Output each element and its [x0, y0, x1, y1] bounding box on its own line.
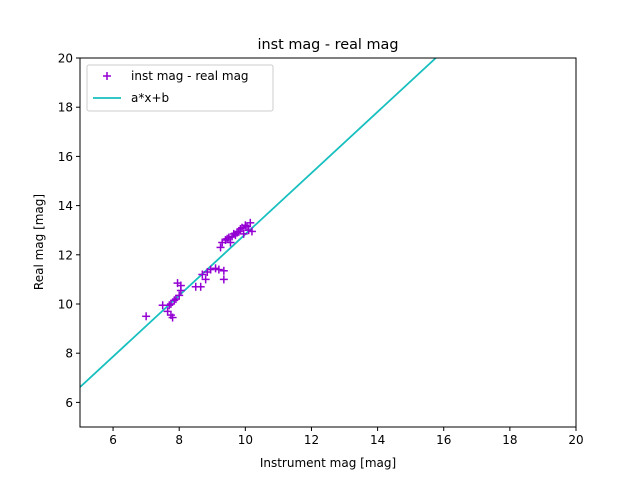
data-point [239, 229, 248, 238]
data-point [206, 265, 215, 274]
data-point [226, 238, 235, 247]
fit-line [80, 58, 437, 388]
legend-scatter-marker [103, 72, 111, 80]
x-tick-label: 14 [370, 433, 385, 447]
y-tick-label: 10 [58, 298, 73, 312]
data-point [198, 270, 207, 279]
data-point [214, 265, 223, 274]
x-tick-label: 8 [175, 433, 183, 447]
legend: inst mag - real mag a*x+b [86, 64, 274, 112]
data-point [219, 275, 228, 284]
x-tick-label: 18 [502, 433, 517, 447]
data-point [241, 221, 250, 230]
y-tick-label: 18 [58, 101, 73, 115]
legend-label-scatter: inst mag - real mag [131, 69, 249, 83]
x-axis-ticks: 6 8 10 12 14 16 18 20 [109, 427, 584, 447]
chart-title: inst mag - real mag [258, 37, 399, 53]
data-point [247, 227, 256, 236]
data-point [216, 243, 225, 252]
legend-plus [103, 72, 111, 80]
data-point [142, 312, 151, 321]
x-axis-label: Instrument mag [mag] [260, 456, 396, 470]
y-axis-ticks: 6 8 10 12 14 16 18 20 [58, 52, 80, 410]
data-point [176, 286, 185, 295]
legend-label-line: a*x+b [131, 91, 169, 105]
data-point [236, 224, 245, 233]
data-point [196, 282, 205, 291]
series-layer [80, 58, 437, 388]
legend-box [86, 64, 274, 112]
data-point [168, 313, 177, 322]
plot-frame [79, 57, 577, 428]
data-point [201, 275, 210, 284]
y-tick-label: 20 [58, 52, 73, 66]
x-tick-label: 16 [436, 433, 451, 447]
data-point [246, 218, 255, 227]
data-point [165, 301, 174, 310]
x-tick-label: 6 [109, 433, 117, 447]
x-tick-label: 20 [568, 433, 583, 447]
y-tick-label: 16 [58, 150, 73, 164]
data-point [175, 291, 184, 300]
y-tick-label: 8 [65, 347, 73, 361]
x-tick-label: 12 [304, 433, 319, 447]
x-tick-label: 10 [238, 433, 253, 447]
y-tick-label: 6 [65, 396, 73, 410]
y-tick-label: 12 [58, 248, 73, 262]
y-axis-label: Real mag [mag] [32, 194, 46, 290]
y-tick-label: 14 [58, 199, 73, 213]
plot-area [80, 58, 576, 427]
data-point [170, 296, 179, 305]
data-point [219, 266, 228, 275]
